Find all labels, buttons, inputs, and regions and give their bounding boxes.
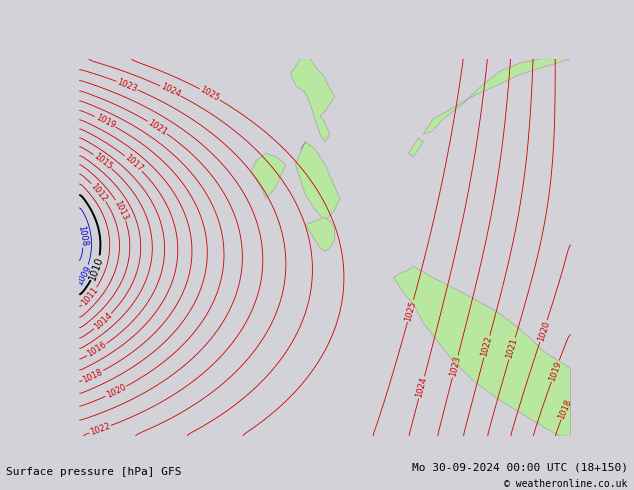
Text: 1022: 1022 — [480, 335, 494, 358]
Text: 1014: 1014 — [92, 311, 113, 332]
Text: 1012: 1012 — [89, 181, 109, 203]
Text: 1020: 1020 — [536, 319, 551, 343]
Text: 1008: 1008 — [76, 225, 89, 247]
Text: 1021: 1021 — [505, 337, 519, 360]
Text: 1020: 1020 — [105, 383, 127, 400]
Text: 1018: 1018 — [81, 367, 105, 385]
Text: 1023: 1023 — [448, 355, 462, 378]
Text: 1018: 1018 — [557, 397, 574, 420]
Text: Surface pressure [hPa] GFS: Surface pressure [hPa] GFS — [6, 467, 182, 477]
Text: 1024: 1024 — [415, 376, 429, 399]
Polygon shape — [251, 153, 285, 198]
Text: 1015: 1015 — [91, 151, 113, 172]
Text: 1023: 1023 — [116, 77, 139, 94]
Text: 1011: 1011 — [80, 286, 100, 308]
Text: Mo 30-09-2024 00:00 UTC (18+150): Mo 30-09-2024 00:00 UTC (18+150) — [411, 462, 628, 472]
Text: 1019: 1019 — [547, 360, 563, 383]
Text: 1019: 1019 — [94, 113, 117, 130]
Polygon shape — [295, 142, 340, 221]
Polygon shape — [306, 217, 335, 251]
Text: 1021: 1021 — [146, 118, 169, 137]
Text: 1017: 1017 — [122, 153, 145, 173]
Text: 1024: 1024 — [159, 82, 182, 99]
Polygon shape — [394, 267, 571, 436]
Text: 1016: 1016 — [86, 341, 108, 359]
Polygon shape — [408, 138, 424, 157]
Text: 1025: 1025 — [403, 299, 418, 322]
Polygon shape — [290, 59, 335, 142]
Polygon shape — [424, 59, 571, 134]
Text: 1013: 1013 — [112, 199, 130, 221]
Text: © weatheronline.co.uk: © weatheronline.co.uk — [504, 479, 628, 490]
Text: 1010: 1010 — [87, 255, 105, 281]
Text: 1009: 1009 — [75, 264, 93, 287]
Text: 1025: 1025 — [198, 85, 221, 103]
Text: 1022: 1022 — [89, 421, 112, 437]
